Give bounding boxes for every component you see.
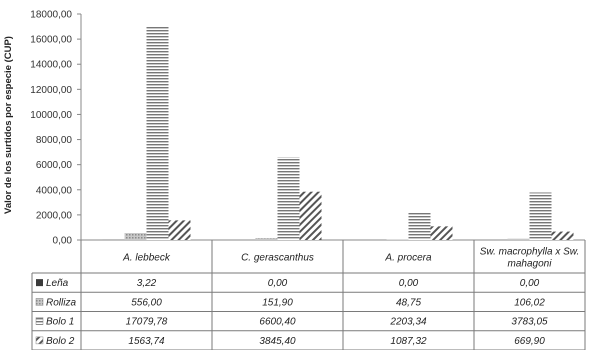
data-label: 1563,74 xyxy=(128,336,165,347)
bar xyxy=(430,226,453,240)
data-label: 0,00 xyxy=(399,278,419,289)
data-label: 6600,40 xyxy=(259,317,296,328)
legend-key xyxy=(36,279,43,287)
bar xyxy=(168,220,191,240)
category-label: A. procera xyxy=(384,253,432,264)
legend-key xyxy=(35,317,44,325)
data-label: 48,75 xyxy=(396,297,421,308)
y-tick-label: 10000,00 xyxy=(30,110,72,121)
y-tick-label: 16000,00 xyxy=(30,35,72,46)
bar xyxy=(277,157,300,240)
y-tick-label: 14000,00 xyxy=(30,60,72,71)
data-label: 669,90 xyxy=(514,336,545,347)
y-tick-label: 8000,00 xyxy=(36,135,73,146)
data-label: 556,00 xyxy=(131,297,162,308)
legend-key xyxy=(35,336,44,345)
data-label: 0,00 xyxy=(520,278,540,289)
data-label: 2203,34 xyxy=(389,317,427,328)
bar xyxy=(529,192,552,240)
y-tick-label: 6000,00 xyxy=(36,160,73,171)
bar xyxy=(408,212,431,240)
y-tick-label: 2000,00 xyxy=(36,210,73,221)
category-label: mahagoni xyxy=(508,259,553,270)
category-label: C. gerascanthus xyxy=(241,253,314,264)
plot-area: 0,00 2000,00 4000,00 6000,00 8000,00 10000,00… xyxy=(30,10,585,247)
data-label: 151,90 xyxy=(262,297,293,308)
y-tick-label: 12000,00 xyxy=(30,85,72,96)
data-label: 3845,40 xyxy=(259,336,296,347)
y-tick-label: 4000,00 xyxy=(36,185,73,196)
data-label: 0,00 xyxy=(268,278,288,289)
bar xyxy=(299,191,322,240)
bar xyxy=(551,231,574,240)
y-tick-label: 18000,00 xyxy=(30,10,72,21)
legend-key xyxy=(35,298,44,306)
bar xyxy=(255,238,278,240)
data-label: 1087,32 xyxy=(390,336,427,347)
data-table: A. lebbeck C. gerascanthus A. procera Sw. m… xyxy=(31,240,586,350)
data-label: 3,22 xyxy=(137,278,157,289)
legend-label: Leña xyxy=(46,278,69,289)
legend-label: Rolliza xyxy=(46,297,76,308)
data-label: 106,02 xyxy=(514,297,545,308)
bar xyxy=(146,25,169,240)
legend-label: Bolo 1 xyxy=(46,317,74,328)
category-label: Sw. macrophylla x Sw. xyxy=(480,247,579,258)
bar xyxy=(124,233,147,240)
category-label: A. lebbeck xyxy=(122,253,171,264)
bar xyxy=(386,239,409,240)
bar xyxy=(507,238,530,240)
legend-label: Bolo 2 xyxy=(46,336,75,347)
data-label: 17079,78 xyxy=(126,317,168,328)
y-tick-label: 0,00 xyxy=(53,236,73,247)
data-label: 3783,05 xyxy=(511,317,548,328)
y-axis-label: Valor de los surtidos por especie (CUP) xyxy=(3,36,14,214)
